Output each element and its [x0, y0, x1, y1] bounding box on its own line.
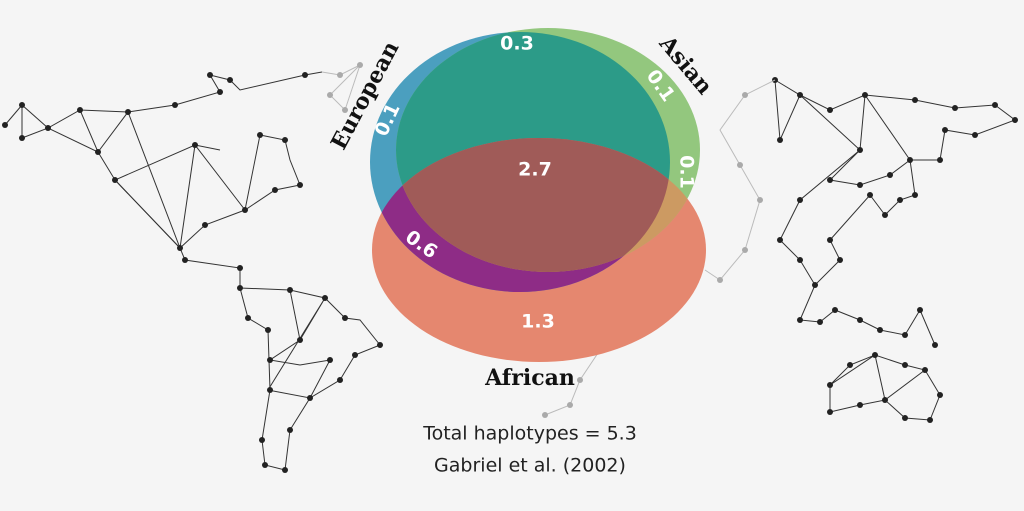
set-label: African: [484, 365, 575, 391]
region-value: 1.3: [521, 311, 555, 333]
map-eurasia: [772, 77, 1018, 423]
map-nodes: [2, 72, 383, 473]
triple-overlap: [396, 138, 670, 272]
map-faint: [321, 62, 776, 418]
map-nodes: [772, 77, 1018, 423]
triple-overlap-group: [396, 138, 670, 272]
venn-sets: [370, 28, 706, 362]
region-value: 0.1: [676, 155, 698, 189]
region-value: 0.3: [500, 33, 534, 55]
source-text: Gabriel et al. (2002): [434, 455, 626, 477]
total-text: Total haplotypes = 5.3: [422, 423, 637, 445]
map-americas: [2, 71, 383, 473]
region-value: 2.7: [518, 159, 552, 181]
